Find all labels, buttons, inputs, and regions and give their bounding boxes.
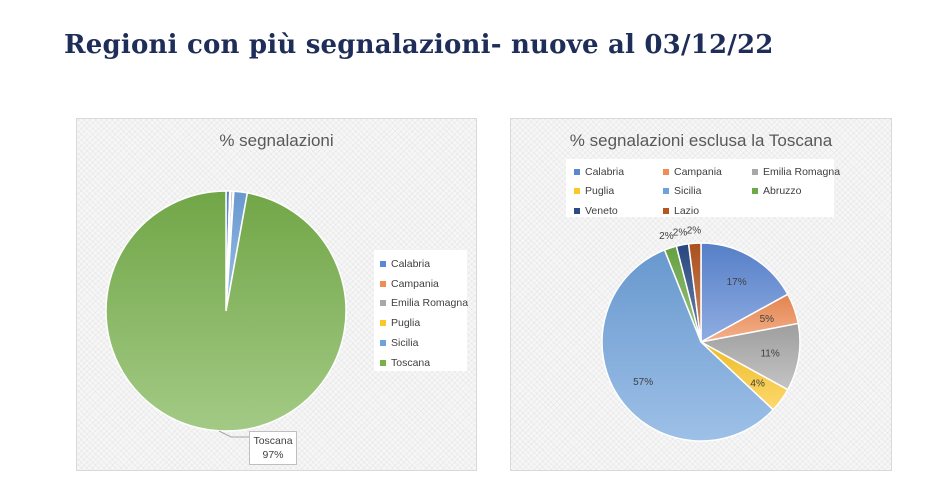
callout-leader-line <box>218 430 249 438</box>
toscana-callout: Toscana 97% <box>249 431 297 465</box>
right-label-emilia-romagna: 11% <box>760 348 779 359</box>
legend-label: Emilia Romagna <box>391 297 469 310</box>
chart-1-legend-item-puglia: Puglia <box>574 185 663 197</box>
right-label-calabria: 17% <box>727 277 747 288</box>
chart-0-legend-item-emilia-romagna: Emilia Romagna <box>374 294 469 314</box>
right-label-abruzzo: 2% <box>659 231 674 242</box>
legend-swatch <box>574 168 580 175</box>
chart-left-svg <box>105 190 347 438</box>
right-slice-lazio <box>687 242 702 343</box>
legend-label: Veneto <box>585 204 618 217</box>
legend-swatch <box>380 340 386 347</box>
right-slice-calabria <box>700 242 789 344</box>
legend-swatch <box>663 188 669 195</box>
legend-label: Puglia <box>585 185 615 198</box>
chart-1-legend-item-calabria: Calabria <box>574 166 663 178</box>
chart-right-title: % segnalazioni esclusa la Toscana <box>569 131 833 150</box>
chart-left-title: % segnalazioni <box>219 131 334 150</box>
right-slice-emilia-romagna <box>698 322 801 391</box>
legend-swatch <box>380 300 386 307</box>
right-label-lazio: 2% <box>687 226 702 237</box>
legend-swatch <box>752 168 758 175</box>
chart-0-legend-item-sicilia: Sicilia <box>374 333 467 353</box>
legend-label: Calabria <box>391 257 431 270</box>
chart-left-panel: % segnalazioni Calabria Campania Emilia Ro… <box>76 118 477 471</box>
chart-1-legend-item-abruzzo: Abruzzo <box>752 185 842 197</box>
chart-1-legend-item-lazio: Lazio <box>663 205 752 217</box>
right-label-sicilia: 57% <box>633 377 653 388</box>
right-label-veneto: 2% <box>673 227 688 238</box>
legend-swatch <box>752 188 758 195</box>
right-slice-sicilia <box>601 248 775 442</box>
chart-1-legend-item-sicilia: Sicilia <box>663 185 752 197</box>
legend-swatch <box>663 168 669 175</box>
chart-0-legend-item-toscana: Toscana <box>374 353 467 373</box>
legend-swatch <box>380 359 386 366</box>
chart-0-legend-item-calabria: Calabria <box>374 254 467 274</box>
legend-label: Sicilia <box>674 185 702 198</box>
legend-label: Campania <box>674 165 722 178</box>
chart-right-svg: 17%5%11%4%57%2% 2% 2% <box>601 226 801 442</box>
legend-swatch <box>574 207 580 214</box>
callout-name: Toscana <box>253 435 293 447</box>
legend-swatch <box>574 188 580 195</box>
chart-0-legend-item-puglia: Puglia <box>374 313 467 333</box>
chart-1-legend-item-veneto: Veneto <box>574 205 663 217</box>
legend-label: Lazio <box>674 204 700 217</box>
legend-swatch <box>380 320 386 327</box>
right-label-campania: 5% <box>760 314 775 325</box>
left-slice-toscana <box>105 190 347 432</box>
chart-0-legend-item-campania: Campania <box>374 274 467 294</box>
chart-left-legend: Calabria Campania Emilia Romagna Puglia Sici… <box>374 250 469 373</box>
legend-label: Emilia Romagna <box>763 165 841 178</box>
legend-swatch <box>380 260 386 267</box>
chart-1-legend-item-emilia-romagna: Emilia Romagna <box>752 166 842 178</box>
chart-right-panel: % segnalazioni esclusa la Toscana Calabr… <box>510 118 892 471</box>
chart-1-legend-item-campania: Campania <box>663 166 752 178</box>
callout-value: 97% <box>262 449 284 461</box>
legend-swatch <box>380 280 386 287</box>
legend-label: Campania <box>391 277 439 290</box>
right-label-puglia: 4% <box>750 379 765 390</box>
legend-label: Toscana <box>391 356 431 369</box>
slide-title: Regioni con più segnalazioni- nuove al 0… <box>64 30 774 60</box>
legend-label: Calabria <box>585 165 625 178</box>
chart-right-legend: Calabria Campania Emilia Romagna Puglia Sici… <box>566 159 840 217</box>
legend-label: Abruzzo <box>763 185 802 198</box>
legend-label: Puglia <box>391 317 421 330</box>
legend-swatch <box>663 207 669 214</box>
legend-label: Sicilia <box>391 337 419 350</box>
